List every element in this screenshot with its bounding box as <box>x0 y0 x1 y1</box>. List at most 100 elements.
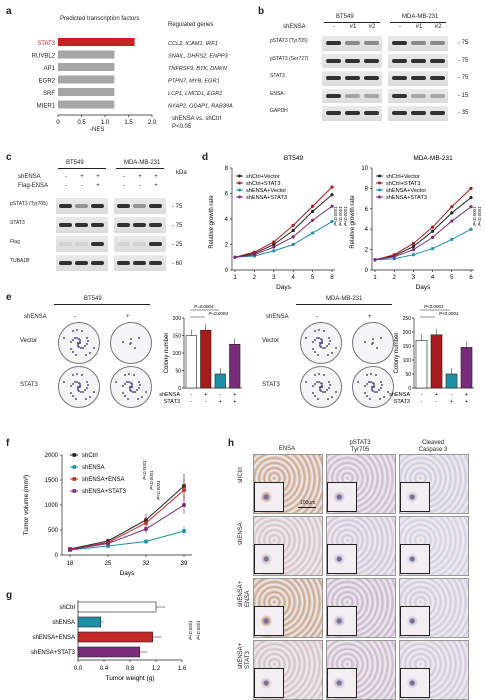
shrna-label: shENSA <box>283 24 306 30</box>
colony-dot <box>370 381 373 384</box>
y-tick-label: 8 <box>365 186 369 192</box>
blot-row-label: GAPDH <box>270 108 288 114</box>
legend-label: shENSA+STAT3 <box>82 489 127 495</box>
colony-dot <box>130 385 133 388</box>
colony-dot <box>133 346 136 349</box>
cell-line-rule <box>296 304 392 305</box>
panel-a-note2: P<0.05 <box>172 124 192 130</box>
ihc-column-header: ENSA <box>278 446 296 452</box>
series-point <box>272 242 276 247</box>
y-tick-label: 250 <box>403 316 412 322</box>
blot-row-label: TUBA1B <box>10 258 30 264</box>
colony-dot <box>78 382 81 384</box>
ihc-column-header: Tyr705 <box>350 447 370 453</box>
x-tick-label: 0.5 <box>77 120 86 126</box>
x-tick-label: 25 <box>105 561 112 567</box>
colony-dot <box>131 390 134 393</box>
blot-band <box>326 111 341 115</box>
colony-dot <box>371 389 374 392</box>
colony-dot <box>71 373 74 376</box>
p-value: P=0.0004 <box>194 304 214 309</box>
x-condition-value: + <box>465 399 468 405</box>
colony-dot <box>138 380 141 383</box>
series-point <box>106 541 110 546</box>
colony-dot <box>370 343 373 346</box>
colony-dot <box>370 387 373 390</box>
cell-line-rule <box>116 168 164 169</box>
shrna-label: shENSA <box>266 314 289 320</box>
tf-bar-ap1 <box>58 63 115 71</box>
blot-band <box>364 111 379 115</box>
colony-dot <box>132 374 135 377</box>
growth-curves: Relative growth rate Relative growth rate… <box>209 155 482 291</box>
x-condition-value: + <box>465 392 468 398</box>
x-condition-value: - <box>421 392 423 398</box>
lane-label: #1 <box>415 24 423 30</box>
colony-dot <box>71 382 74 385</box>
blot-band <box>59 223 72 227</box>
blot-band <box>117 223 130 227</box>
colony-dot <box>76 387 79 390</box>
colony-dot <box>76 381 79 384</box>
series-point <box>469 195 473 200</box>
colony-dot <box>93 347 96 350</box>
panel-a-title: Predicted transcription factors <box>60 16 140 22</box>
y-tick-label: 6 <box>225 192 229 198</box>
blot-band <box>345 76 360 80</box>
x-condition-label: STAT3 <box>164 399 180 405</box>
colony-dot <box>71 329 74 332</box>
ihc-inset <box>327 482 357 512</box>
series-point <box>106 544 110 548</box>
legend-label: shENSA+Vector <box>246 188 286 194</box>
colony-dot <box>380 380 383 383</box>
blot-band <box>364 58 379 63</box>
blot-strip <box>56 236 108 252</box>
weight-bar-3 <box>77 646 141 658</box>
series-point <box>291 235 295 239</box>
colony-dot <box>131 383 134 386</box>
y-axis-label: Colony number <box>394 333 400 374</box>
series-line-0 <box>374 197 472 261</box>
colony-dot <box>328 340 331 343</box>
y-axis-label: Tumor volume (mm³) <box>23 475 30 535</box>
colony-dot <box>312 340 315 343</box>
colony-dot <box>356 381 359 384</box>
condition-value: + <box>138 174 142 180</box>
x-condition-value: - <box>451 392 453 398</box>
colony-dot <box>318 388 321 391</box>
x-tick-label: 2 <box>393 275 397 281</box>
x-condition-label: shENSA <box>159 392 180 398</box>
colony-dot <box>62 337 65 340</box>
colony-dot <box>313 351 316 353</box>
blot-band <box>133 223 146 227</box>
colony-dot <box>129 389 132 392</box>
x-condition-value: + <box>435 392 438 398</box>
y-tick-label: 50 <box>175 369 181 375</box>
condition-value: - <box>123 174 125 180</box>
colony-dot <box>383 395 386 398</box>
series-line-2 <box>69 489 185 550</box>
series-line-1 <box>374 188 472 261</box>
series-point <box>450 219 454 223</box>
blot-strip <box>388 88 448 103</box>
blot-band <box>345 93 360 98</box>
x-condition-value: + <box>233 399 236 405</box>
blot-band <box>326 76 341 80</box>
blot-row-label: pSTAT3 (Tyr705) <box>270 38 308 44</box>
series-point <box>431 229 435 233</box>
series-line-1 <box>69 530 185 551</box>
series-point <box>392 255 396 259</box>
blot-row-label: ENSA <box>270 90 284 97</box>
series-point <box>469 205 473 209</box>
colony-dot <box>145 391 148 394</box>
colony-dot <box>304 381 307 384</box>
x-condition-value: + <box>233 392 236 398</box>
legend-marker <box>72 453 77 457</box>
series-line-0 <box>69 485 185 550</box>
p-value: P<0.0001 <box>142 460 147 480</box>
p-value: P<0.0001 <box>196 620 201 640</box>
tumor-volume-chart: Tumor volume (mm³) 0 500 1000 1500 2000 18 25 32… <box>23 453 192 577</box>
legend-marker <box>378 195 381 199</box>
colony-dot <box>322 330 325 333</box>
blot-band <box>392 111 407 115</box>
